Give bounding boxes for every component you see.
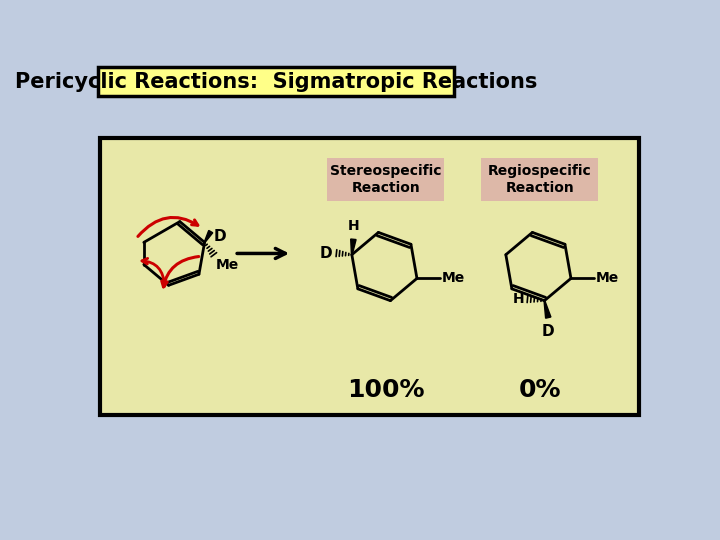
FancyBboxPatch shape <box>98 67 454 96</box>
Text: H: H <box>513 292 524 306</box>
FancyBboxPatch shape <box>482 158 598 201</box>
Text: D: D <box>214 229 227 244</box>
Polygon shape <box>351 239 356 255</box>
FancyBboxPatch shape <box>328 158 444 201</box>
Text: D: D <box>319 246 332 261</box>
Text: Regiospecific
Reaction: Regiospecific Reaction <box>488 164 592 194</box>
Text: D: D <box>542 324 554 339</box>
Text: 100%: 100% <box>347 378 425 402</box>
Text: Pericyclic Reactions:  Sigmatropic Reactions: Pericyclic Reactions: Sigmatropic Reacti… <box>14 72 537 92</box>
Text: 0%: 0% <box>518 378 561 402</box>
Text: Me: Me <box>595 272 619 286</box>
Polygon shape <box>204 231 212 242</box>
Polygon shape <box>544 301 551 318</box>
FancyBboxPatch shape <box>99 138 639 415</box>
Text: Me: Me <box>441 272 465 286</box>
Text: Stereospecific
Reaction: Stereospecific Reaction <box>330 164 441 194</box>
Text: H: H <box>348 219 359 233</box>
Text: Me: Me <box>215 258 238 272</box>
